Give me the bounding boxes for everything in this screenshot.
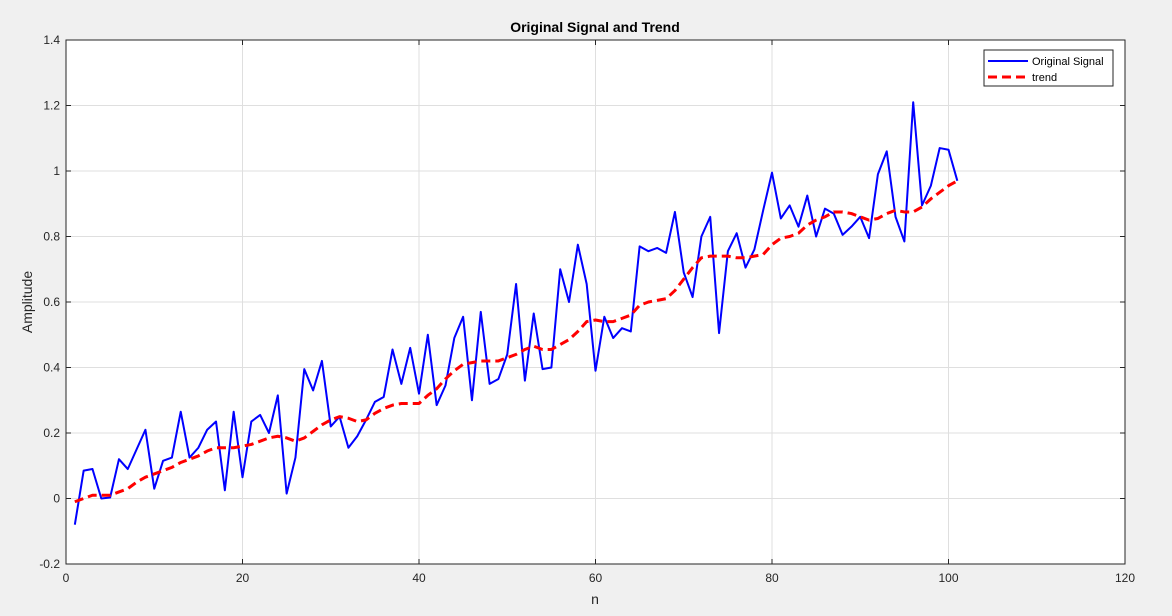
chart-title: Original Signal and Trend	[510, 19, 680, 35]
x-tick-label: 0	[63, 571, 70, 585]
legend-box	[983, 49, 1114, 87]
legend[interactable]: Original Signal trend	[983, 49, 1114, 87]
x-tick-label: 20	[236, 571, 250, 585]
x-tick-label: 100	[938, 571, 958, 585]
y-tick-label: 0	[53, 492, 60, 506]
legend-label-trend: trend	[1032, 72, 1057, 84]
y-tick-label: 1.2	[43, 99, 60, 113]
series-layer	[73, 101, 959, 525]
x-tick-label: 40	[412, 571, 426, 585]
y-tick-label: 0.2	[43, 426, 60, 440]
x-tick-label: 80	[765, 571, 779, 585]
x-tick-label: 60	[589, 571, 603, 585]
x-axis-label: n	[591, 591, 599, 607]
y-tick-label: 1.4	[43, 33, 60, 47]
legend-label-original-signal: Original Signal	[1032, 56, 1104, 68]
y-tick-label: 0.4	[43, 361, 60, 375]
y-tick-label: 0.6	[43, 295, 60, 309]
x-tick-label: 120	[1115, 571, 1135, 585]
y-tick-label: -0.2	[39, 557, 60, 571]
series-line-original-signal	[73, 101, 959, 525]
y-tick-label: 1	[53, 164, 60, 178]
ticks: 0 20 40 60 80 100 120-0.200.20.40.60.811.21.4	[39, 33, 1135, 585]
y-axis-label: Amplitude	[19, 271, 35, 333]
series-line-trend	[74, 179, 959, 504]
y-tick-label: 0.8	[43, 230, 60, 244]
